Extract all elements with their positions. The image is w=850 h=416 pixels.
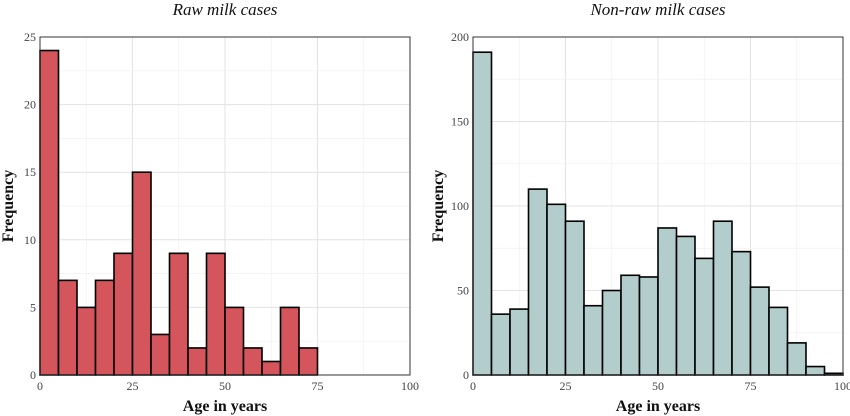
x-tick-labels: 0 25 50 75 100: [37, 379, 419, 393]
x-tick-label: 0: [37, 379, 43, 393]
y-tick-label: 200: [451, 30, 469, 44]
x-tick-label: 100: [834, 379, 850, 393]
histogram-bar: [224, 306, 245, 376]
y-axis-label: Frequency: [430, 170, 447, 243]
histogram-bar: [490, 313, 511, 376]
y-tick-label: 5: [30, 300, 36, 314]
y-tick-labels: 0 5 10 15 20 25: [24, 30, 36, 382]
y-tick-label: 0: [463, 368, 469, 382]
histogram-bar: [205, 252, 226, 376]
y-tick-label: 100: [451, 199, 469, 213]
plot-border: [39, 36, 411, 376]
histogram-bar: [187, 347, 208, 376]
x-tick-labels: 0 25 50 75 100: [470, 379, 850, 393]
raw-milk-histogram: Raw milk cases 0 25 50 75 100 0 5 10 15 20 25 Age…: [0, 0, 419, 415]
histogram-bar: [805, 365, 826, 376]
histogram-bar: [712, 220, 733, 376]
histogram-bar: [131, 171, 152, 376]
histogram-bar: [76, 306, 97, 376]
histogram-bar: [731, 250, 752, 376]
histogram-bar: [546, 203, 567, 376]
histogram-bar: [583, 304, 604, 376]
non-raw-milk-histogram: Non-raw milk cases 0 25 50 75 100 0 50 100 150 2…: [430, 0, 850, 415]
x-tick-label: 25: [560, 379, 572, 393]
histogram-bar: [279, 306, 300, 376]
y-tick-label: 10: [24, 233, 36, 247]
chart-title: Raw milk cases: [172, 0, 278, 19]
histogram-bar: [601, 289, 622, 376]
histogram-bar: [527, 188, 548, 376]
histogram-bar: [509, 308, 530, 376]
y-tick-label: 15: [24, 165, 36, 179]
histogram-bar: [472, 51, 493, 376]
x-tick-label: 50: [652, 379, 664, 393]
x-tick-label: 75: [745, 379, 757, 393]
histogram-bar: [749, 286, 770, 376]
histogram-bar: [638, 276, 659, 376]
y-axis-label: Frequency: [0, 170, 17, 243]
histogram-bar: [261, 360, 282, 376]
histogram-bar: [57, 279, 78, 376]
histogram-bar: [694, 257, 715, 376]
histogram-bar: [657, 227, 678, 376]
y-tick-label: 0: [30, 368, 36, 382]
chart-title: Non-raw milk cases: [589, 0, 725, 19]
y-tick-label: 20: [24, 98, 36, 112]
histogram-bar: [39, 49, 60, 376]
x-tick-label: 25: [127, 379, 139, 393]
histogram-bar: [150, 333, 171, 376]
histogram-bar: [298, 347, 319, 376]
x-tick-label: 75: [312, 379, 324, 393]
y-tick-label: 150: [451, 115, 469, 129]
histogram-bar: [620, 274, 641, 376]
histogram-bar: [675, 235, 696, 376]
histogram-bar: [786, 342, 807, 376]
x-axis-label: Age in years: [183, 398, 267, 415]
y-tick-label: 50: [457, 284, 469, 298]
histogram-bar: [564, 220, 585, 376]
y-tick-labels: 0 50 100 150 200: [451, 30, 469, 382]
plot-border: [472, 36, 844, 376]
x-tick-label: 50: [219, 379, 231, 393]
histogram-bar: [94, 279, 115, 376]
histogram-bar: [768, 306, 789, 376]
histogram-bar: [242, 347, 263, 376]
histogram-bar: [168, 252, 189, 376]
x-tick-label: 0: [470, 379, 476, 393]
y-tick-label: 25: [24, 30, 36, 44]
histogram-bar: [113, 252, 134, 376]
x-tick-label: 100: [401, 379, 419, 393]
x-axis-label: Age in years: [616, 398, 700, 415]
